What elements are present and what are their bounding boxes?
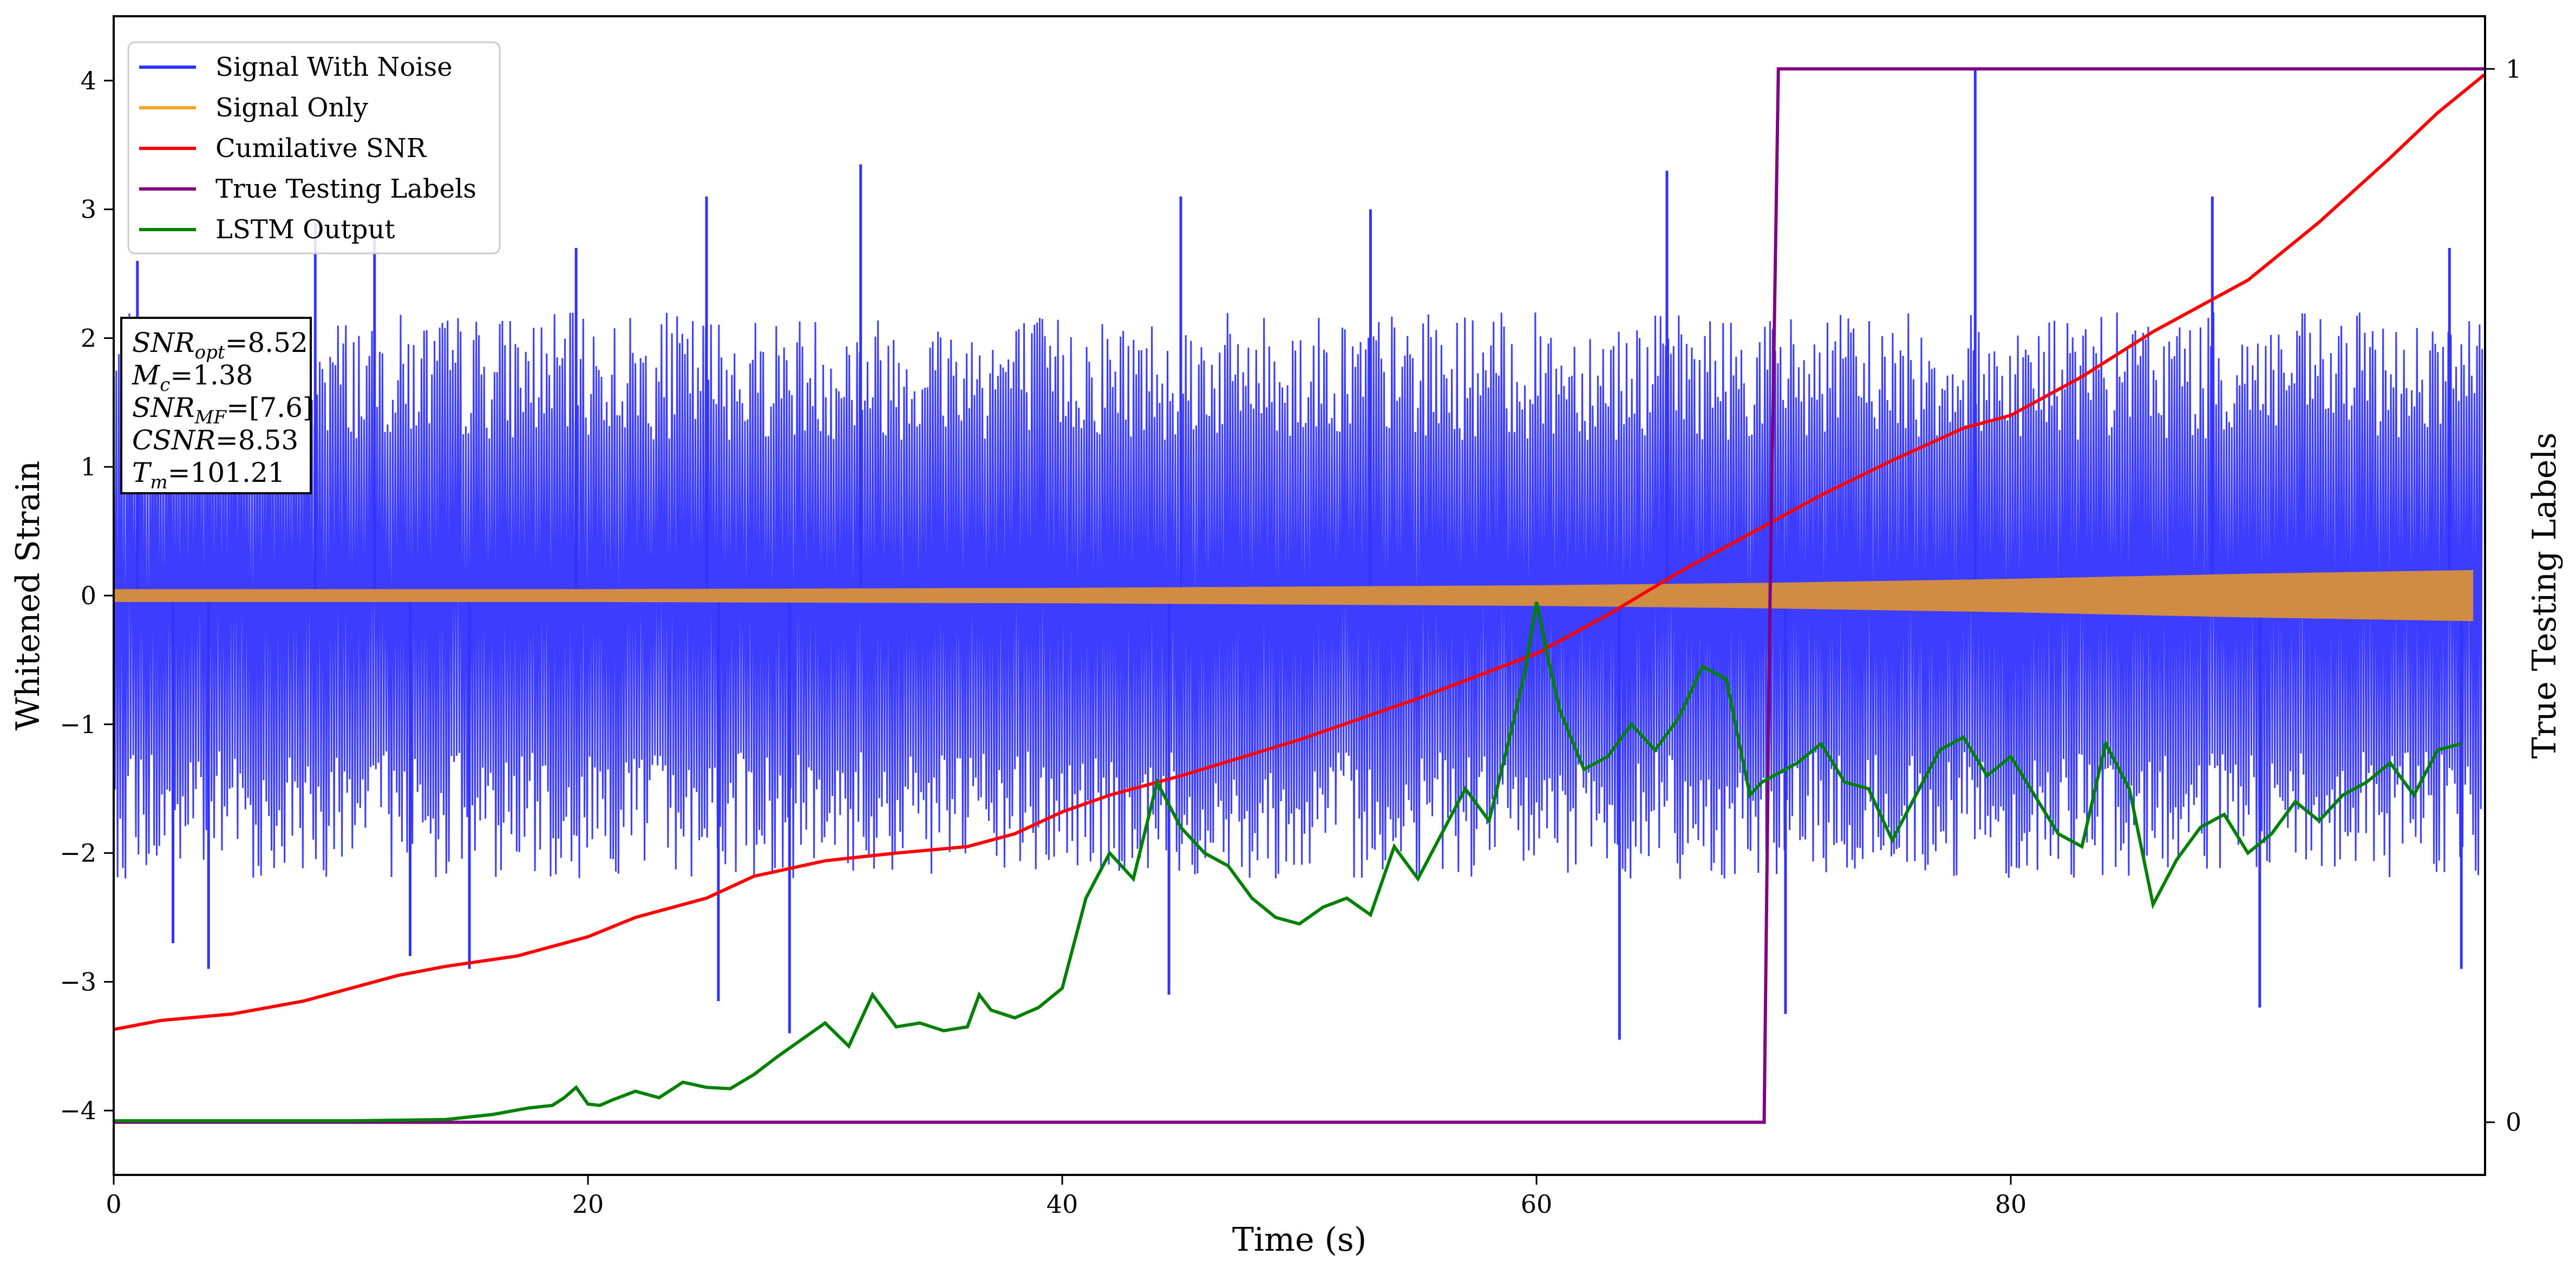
parameters-box-frame <box>120 317 312 494</box>
y-tick-label: −1 <box>60 710 96 739</box>
x-tick-label: 80 <box>1995 1190 2027 1219</box>
parameters-box: SNRopt=8.52Mc=1.38SNRMF=[7.6]CSNR=8.53Tm… <box>120 317 313 494</box>
parameter-line: Mc=1.38 <box>132 360 253 396</box>
legend: Signal With Noise Signal Only Cumilative S… <box>127 41 501 254</box>
cumulative-snr-line <box>114 73 2485 1031</box>
legend-label: LSTM Output <box>215 214 395 245</box>
cumulative-snr-series <box>114 73 2485 1031</box>
signal-only-band <box>114 570 2474 622</box>
y-tick-label: −4 <box>60 1096 96 1125</box>
y-tick-label: −2 <box>60 839 96 868</box>
plot-area <box>114 67 2485 1124</box>
x-axis: 0 20 40 60 80 <box>106 1175 2026 1219</box>
y-tick-label: 2 <box>81 323 96 352</box>
x-tick-label: 40 <box>1047 1190 1078 1219</box>
legend-label: Cumilative SNR <box>215 133 427 164</box>
true-testing-labels-series <box>114 67 2485 1124</box>
parameter-line: SNRMF=[7.6] <box>132 392 313 428</box>
legend-label: True Testing Labels <box>215 174 476 204</box>
y2-tick-label: 0 <box>2506 1108 2521 1137</box>
signal-only-series <box>114 570 2474 622</box>
x-tick-label: 60 <box>1521 1190 1553 1219</box>
parameter-line: SNRopt=8.52 <box>132 327 308 363</box>
y-axis-right: 01 <box>2485 54 2521 1137</box>
true-testing-labels-line <box>114 67 2485 1124</box>
parameter-line: CSNR=8.53 <box>132 424 298 456</box>
parameter-line: Tm=101.21 <box>132 457 285 493</box>
lstm-output-series <box>114 602 2462 1123</box>
x-tick-label: 20 <box>572 1190 604 1219</box>
y-tick-label: 0 <box>81 581 96 610</box>
noise-line <box>114 312 2483 879</box>
legend-box <box>127 41 501 254</box>
lstm-output-line <box>114 602 2462 1123</box>
y-axis-title: Whitened Strain <box>9 461 47 730</box>
y-axis-left: −4 −3 −2 −1 0 1 2 3 4 <box>60 66 114 1125</box>
y-tick-label: −3 <box>60 967 96 996</box>
legend-label: Signal Only <box>215 93 368 123</box>
x-tick-label: 0 <box>106 1190 121 1219</box>
y-tick-label: 1 <box>81 452 96 481</box>
y2-axis-title: True Testing Labels <box>2526 433 2564 759</box>
y-tick-label: 4 <box>81 66 96 95</box>
x-axis-title: Time (s) <box>1232 1221 1367 1259</box>
y2-tick-label: 1 <box>2506 54 2521 83</box>
signal-with-noise-series <box>114 68 2483 1040</box>
y-tick-label: 3 <box>81 195 96 224</box>
legend-label: Signal With Noise <box>215 52 453 82</box>
